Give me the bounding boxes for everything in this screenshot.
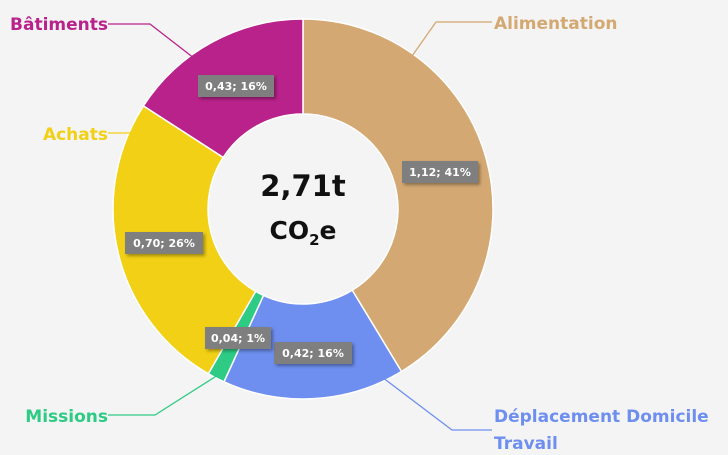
slice-alimentation[interactable] [302, 18, 494, 373]
leader-line-batiments [108, 23, 200, 63]
center-total: 2,71t [260, 169, 346, 203]
category-label-achats: Achats [43, 125, 108, 145]
category-label-deplacement-line2: Travail [494, 434, 558, 454]
center-unit: CO2e [269, 216, 336, 249]
data-label-missions: 0,04; 1% [205, 327, 271, 349]
leader-line-deplacement [369, 367, 492, 431]
category-label-deplacement-line1: Déplacement Domicile [494, 407, 709, 427]
data-label-achats: 0,70; 26% [125, 232, 203, 254]
svg-text:0,70; 26%: 0,70; 26% [133, 237, 195, 250]
data-label-alimentation: 1,12; 41% [402, 161, 478, 183]
data-label-deplacement: 0,42; 16% [274, 342, 352, 364]
category-label-missions: Missions [25, 407, 108, 427]
category-label-alimentation: Alimentation [494, 14, 618, 34]
svg-text:0,42; 16%: 0,42; 16% [282, 347, 344, 360]
svg-text:1,12; 41%: 1,12; 41% [409, 166, 471, 179]
data-label-batiments: 0,43; 16% [198, 75, 274, 97]
svg-text:0,43; 16%: 0,43; 16% [205, 80, 267, 93]
category-label-batiments: Bâtiments [10, 15, 108, 35]
svg-text:0,04; 1%: 0,04; 1% [211, 332, 265, 345]
leader-line-missions [108, 374, 219, 416]
leader-line-alimentation [404, 21, 492, 67]
